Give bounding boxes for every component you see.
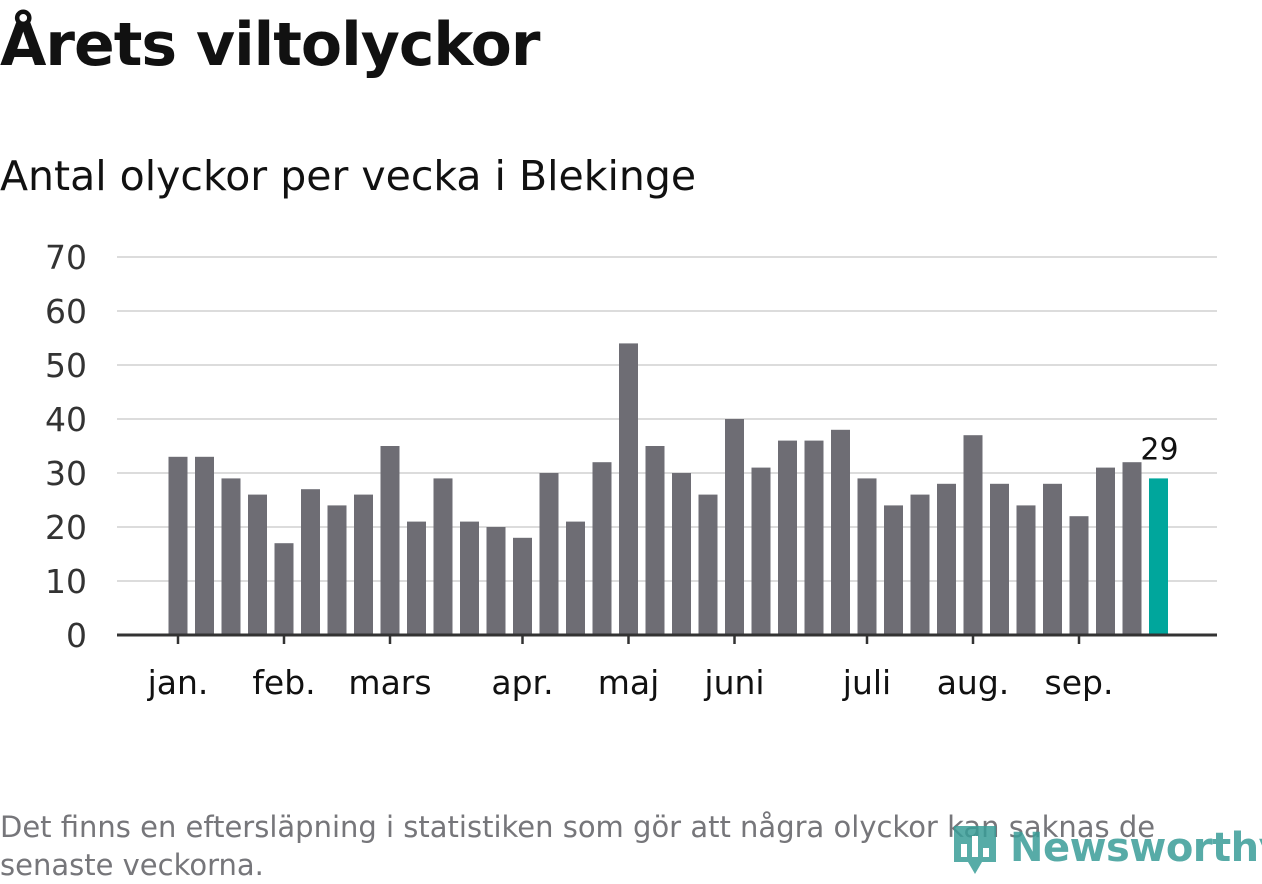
data-labels: 29 bbox=[1140, 432, 1178, 467]
bar bbox=[751, 467, 771, 635]
bar bbox=[221, 478, 241, 635]
bar bbox=[937, 483, 956, 635]
x-tick-label: juni bbox=[703, 663, 764, 702]
bar bbox=[354, 494, 373, 635]
logo-text: Newsworthy bbox=[1010, 825, 1262, 871]
x-tick-label: feb. bbox=[252, 663, 315, 702]
bars bbox=[168, 343, 1168, 635]
x-tick-label: sep. bbox=[1045, 663, 1114, 702]
y-tick-label: 60 bbox=[45, 292, 87, 331]
bar bbox=[1122, 462, 1142, 635]
y-tick-label: 70 bbox=[45, 238, 87, 277]
y-tick-label: 50 bbox=[45, 346, 87, 385]
bar bbox=[539, 473, 559, 635]
bar-highlight bbox=[1149, 478, 1168, 635]
y-tick-label: 40 bbox=[45, 400, 87, 439]
y-tick-label: 0 bbox=[66, 616, 87, 655]
bar bbox=[407, 521, 426, 635]
bar-chart-pin-icon bbox=[954, 826, 996, 874]
bar bbox=[195, 456, 214, 635]
x-tick-label: jan. bbox=[147, 663, 209, 702]
bar bbox=[804, 440, 824, 635]
bar bbox=[778, 440, 797, 635]
bar bbox=[963, 435, 983, 635]
bar bbox=[698, 494, 718, 635]
bar bbox=[486, 527, 506, 635]
bar bbox=[248, 494, 267, 635]
y-axis-ticks: 0 10 20 30 40 50 60 70 bbox=[45, 238, 87, 655]
bar bbox=[566, 521, 585, 635]
newsworthy-logo: Newsworthy bbox=[950, 818, 1262, 878]
bar bbox=[1016, 505, 1036, 635]
chart-subtitle: Antal olyckor per vecka i Blekinge bbox=[0, 152, 697, 200]
bar bbox=[725, 419, 744, 635]
bar bbox=[884, 505, 903, 635]
bar bbox=[1069, 516, 1089, 635]
bar bbox=[513, 537, 532, 635]
bar bbox=[1096, 467, 1115, 635]
x-tick-label: aug. bbox=[937, 663, 1010, 702]
x-axis-month-labels: jan. feb. mars apr. maj juni juli aug. sep. bbox=[147, 635, 1114, 702]
bar bbox=[168, 456, 188, 635]
bar bbox=[619, 343, 638, 635]
chart-title: Årets viltolyckor bbox=[0, 10, 540, 80]
bar bbox=[1043, 483, 1062, 635]
bar bbox=[990, 483, 1009, 635]
bar bbox=[460, 521, 479, 635]
bar bbox=[274, 543, 294, 635]
x-tick-label: juli bbox=[842, 663, 891, 702]
y-tick-label: 20 bbox=[45, 508, 87, 547]
bar bbox=[857, 478, 877, 635]
bar bbox=[380, 446, 400, 635]
bar bbox=[672, 473, 691, 635]
y-tick-label: 10 bbox=[45, 562, 87, 601]
bar bbox=[910, 494, 930, 635]
bar bbox=[831, 429, 850, 635]
data-label: 29 bbox=[1140, 432, 1178, 467]
bar bbox=[301, 489, 320, 635]
x-tick-label: mars bbox=[348, 663, 431, 702]
x-tick-label: maj bbox=[598, 663, 660, 702]
bar bbox=[433, 478, 453, 635]
bar bbox=[592, 462, 612, 635]
bar bbox=[327, 505, 347, 635]
y-tick-label: 30 bbox=[45, 454, 87, 493]
x-tick-label: apr. bbox=[491, 663, 553, 702]
bar bbox=[645, 446, 665, 635]
grid-lines bbox=[117, 256, 1217, 582]
